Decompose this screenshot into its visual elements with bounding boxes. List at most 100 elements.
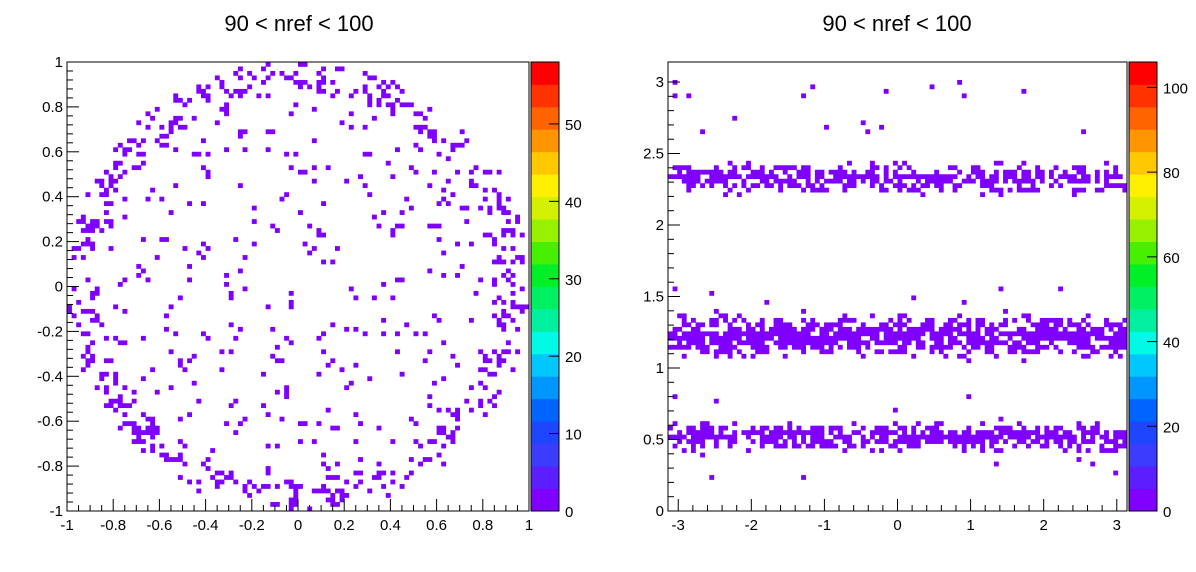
heatmap-cell	[847, 160, 852, 166]
heatmap-cell	[1122, 331, 1128, 337]
heatmap-cell	[321, 259, 327, 265]
heatmap-cell	[1003, 331, 1008, 337]
heatmap-cell	[989, 331, 995, 337]
heatmap-cell	[1039, 326, 1045, 332]
heatmap-cell	[1094, 178, 1100, 184]
heatmap-cell	[321, 484, 327, 489]
heatmap-cell	[805, 183, 811, 189]
heatmap-cell	[205, 457, 211, 462]
heatmap-cell	[727, 443, 733, 449]
heatmap-cell	[920, 326, 926, 332]
heatmap-cell	[237, 133, 243, 139]
heatmap-cell	[122, 147, 128, 153]
heatmap-cell	[390, 470, 396, 476]
heatmap-cell	[122, 169, 128, 175]
heatmap-cell	[205, 169, 211, 175]
heatmap-cell	[103, 385, 109, 391]
heatmap-cell	[869, 165, 875, 171]
heatmap-cell	[214, 484, 220, 489]
heatmap-cell	[975, 326, 981, 332]
heatmap-cell	[455, 425, 460, 431]
color-scale-segment	[531, 129, 559, 153]
heatmap-cell	[814, 335, 820, 341]
heatmap-cell	[902, 335, 907, 341]
heatmap-cell	[321, 488, 327, 494]
heatmap-cell	[108, 174, 114, 180]
heatmap-cell	[677, 165, 683, 171]
heatmap-cell	[353, 470, 359, 476]
heatmap-cell	[814, 425, 820, 431]
heatmap-cell	[496, 362, 502, 368]
heatmap-cell	[307, 250, 313, 256]
heatmap-cell	[938, 344, 944, 350]
heatmap-cell	[952, 430, 958, 435]
heatmap-cell	[975, 322, 981, 328]
heatmap-cell	[1067, 331, 1073, 337]
heatmap-cell	[1113, 165, 1119, 171]
heatmap-cell	[874, 335, 880, 341]
heatmap-cell	[732, 169, 738, 175]
heatmap-cell	[723, 317, 728, 323]
heatmap-cell	[690, 331, 696, 337]
heatmap-cell	[915, 443, 921, 449]
heatmap-cell	[228, 403, 234, 409]
heatmap-cell	[85, 192, 91, 197]
heatmap-cell	[487, 210, 493, 215]
heatmap-cell	[879, 340, 885, 346]
heatmap-cell	[1067, 322, 1073, 328]
heatmap-cell	[801, 317, 806, 323]
heatmap-cell	[1104, 344, 1109, 350]
heatmap-cell	[897, 313, 903, 319]
heatmap-cell	[1113, 169, 1119, 175]
heatmap-cell	[510, 273, 516, 278]
heatmap-cell	[482, 358, 488, 364]
heatmap-cell	[791, 443, 797, 449]
heatmap-cell	[1108, 183, 1114, 189]
heatmap-cell	[413, 169, 419, 175]
color-scale-segment	[531, 353, 559, 377]
heatmap-cell	[367, 102, 373, 108]
heatmap-cell	[330, 475, 336, 480]
y-tick-label: 0	[656, 503, 664, 520]
heatmap-cell	[228, 295, 234, 301]
heatmap-cell	[764, 178, 770, 184]
heatmap-cell	[1003, 439, 1008, 444]
heatmap-cell	[1081, 439, 1086, 444]
heatmap-cell	[897, 434, 903, 440]
heatmap-cell	[856, 335, 862, 341]
heatmap-cell	[759, 340, 765, 346]
heatmap-cell	[847, 331, 852, 337]
heatmap-cell	[103, 371, 109, 377]
z-tick-label: 40	[565, 194, 582, 211]
heatmap-cell	[325, 165, 331, 171]
heatmap-cell	[1058, 335, 1064, 341]
heatmap-cell	[897, 349, 903, 355]
heatmap-cell	[952, 187, 958, 193]
heatmap-cell	[288, 75, 294, 81]
heatmap-cell	[200, 241, 206, 247]
heatmap-cell	[1117, 430, 1123, 435]
heatmap-cell	[925, 322, 930, 328]
heatmap-cell	[1085, 448, 1091, 453]
heatmap-cell	[1053, 317, 1059, 323]
heatmap-cell	[1071, 178, 1077, 184]
heatmap-cell	[1081, 169, 1086, 175]
y-tick-label: -0.2	[37, 323, 63, 340]
heatmap-cell	[1021, 169, 1027, 175]
heatmap-cell	[510, 259, 516, 265]
heatmap-cell	[122, 412, 128, 418]
heatmap-cell	[237, 75, 243, 81]
y-tick-label: 3	[656, 74, 664, 91]
heatmap-cell	[122, 277, 128, 283]
heatmap-cell	[279, 416, 285, 422]
heatmap-cell	[519, 255, 525, 260]
heatmap-cell	[219, 349, 225, 355]
heatmap-cell	[228, 93, 234, 99]
heatmap-cell	[1003, 308, 1008, 314]
heatmap-cell	[455, 142, 460, 148]
heatmap-cell	[847, 340, 852, 346]
heatmap-cell	[1026, 174, 1031, 180]
heatmap-cell	[1021, 313, 1027, 319]
heatmap-cell	[801, 169, 806, 175]
